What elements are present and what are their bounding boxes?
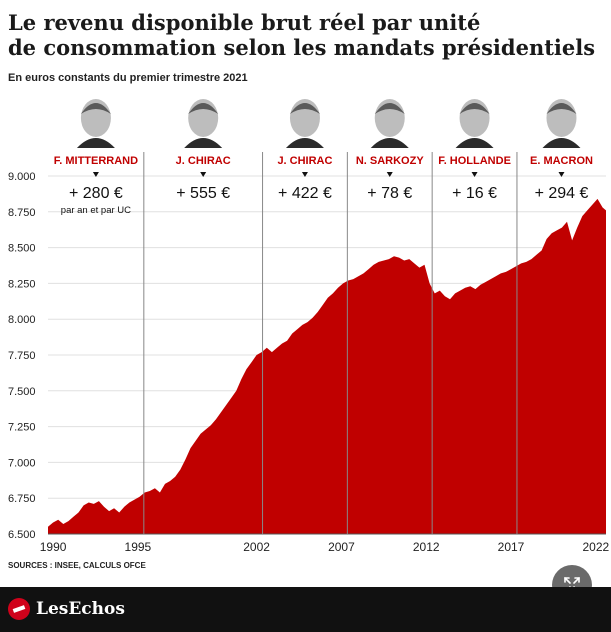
portrait-hair — [459, 103, 490, 114]
y-tick-label: 8.000 — [8, 314, 36, 326]
portrait-hair — [188, 103, 219, 114]
chart-title: Le revenu disponible brut réel par unité… — [8, 10, 598, 60]
portrait-hair — [80, 103, 111, 114]
portrait-hair — [546, 103, 577, 114]
portrait-macron — [542, 99, 581, 148]
mandate-president-label: J. CHIRAC — [176, 155, 231, 167]
income-area — [48, 198, 606, 534]
brand-name: LesEchos — [36, 599, 125, 619]
mandate-gain-label: + 294 € — [535, 185, 589, 202]
mandate-gain-label: + 280 € — [69, 185, 123, 202]
mandate-president-label: J. CHIRAC — [277, 155, 332, 167]
y-tick-label: 8.500 — [8, 243, 36, 255]
mandate-president-label: F. HOLLANDE — [438, 155, 511, 167]
mandate-president-label: N. SARKOZY — [356, 155, 425, 167]
chart-subtitle: En euros constants du premier trimestre … — [8, 72, 248, 84]
y-tick-label: 6.500 — [8, 529, 36, 541]
mandate-gain-label: + 16 € — [452, 185, 497, 202]
mandate-president-label: E. MACRON — [530, 155, 593, 167]
portrait-suit — [455, 138, 494, 148]
y-tick-label: 7.000 — [8, 457, 36, 469]
mandate-gain-note: par an et par UC — [61, 205, 131, 216]
mandate-marker — [200, 172, 207, 177]
mandate-gain-label: + 78 € — [367, 185, 412, 202]
y-tick-label: 8.750 — [8, 207, 36, 219]
y-tick-label: 9.000 — [8, 171, 36, 183]
portrait-hair — [374, 103, 405, 114]
mandate-marker — [92, 172, 99, 177]
chart-title-line-2: de consommation selon les mandats présid… — [8, 35, 596, 60]
portrait-suit — [184, 138, 223, 148]
y-tick-label: 7.500 — [8, 386, 36, 398]
x-tick-label: 2022 — [582, 540, 609, 554]
x-tick-label: 2017 — [498, 540, 525, 554]
source-note: SOURCES : INSEE, CALCULS OFCE — [8, 561, 146, 570]
x-tick-label: 2007 — [328, 540, 355, 554]
mandate-marker — [301, 172, 308, 177]
portrait-chirac-1 — [184, 99, 223, 148]
portrait-hair — [289, 103, 320, 114]
portrait-suit — [542, 138, 581, 148]
footer-bar: LesEchos — [0, 587, 611, 632]
mandate-marker — [558, 172, 565, 177]
x-tick-label: 1995 — [125, 540, 152, 554]
portrait-suit — [76, 138, 115, 148]
portrait-hollande — [455, 99, 494, 148]
portrait-suit — [285, 138, 324, 148]
mandate-gain-label: + 422 € — [278, 185, 332, 202]
mandate-president-label: F. MITTERRAND — [54, 155, 138, 167]
portrait-mitterrand — [76, 99, 115, 148]
portrait-chirac-2 — [285, 99, 324, 148]
x-tick-label: 2012 — [413, 540, 440, 554]
portrait-suit — [370, 138, 409, 148]
les-echos-logo[interactable]: LesEchos — [8, 595, 125, 623]
income-area-chart: 6.500 6.750 7.000 7.250 7.500 7.750 8.000 8.250… — [8, 99, 609, 554]
x-tick-label: 1990 — [40, 540, 67, 554]
les-echos-logo-icon — [8, 598, 30, 620]
y-tick-label: 7.750 — [8, 350, 36, 362]
mandate-marker — [471, 172, 478, 177]
y-tick-label: 7.250 — [8, 422, 36, 434]
x-tick-label: 2002 — [243, 540, 270, 554]
chart-title-line-1: Le revenu disponible brut réel par unité — [8, 10, 481, 35]
portrait-sarkozy — [370, 99, 409, 148]
y-tick-label: 8.250 — [8, 278, 36, 290]
y-tick-label: 6.750 — [8, 493, 36, 505]
mandate-marker — [386, 172, 393, 177]
mandate-gain-label: + 555 € — [176, 185, 230, 202]
